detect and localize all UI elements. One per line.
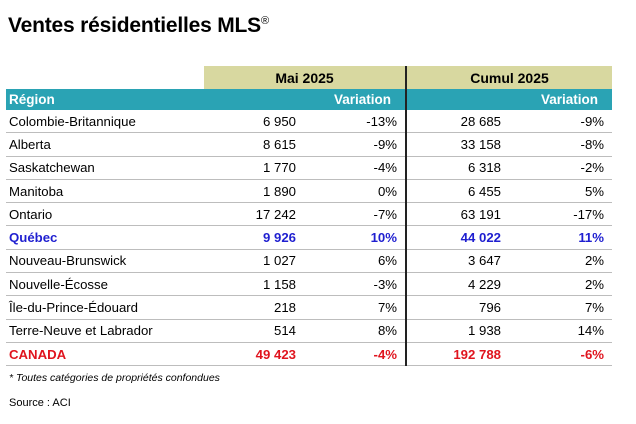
mai-variation-column-header: Variation	[304, 89, 407, 110]
region-cell: Nouveau-Brunswick	[6, 249, 204, 274]
mai-value-cell: 1 158	[204, 272, 304, 297]
cumul-value-cell: 63 191	[406, 202, 509, 227]
mai-variation-cell: -7%	[304, 202, 407, 227]
cumul-value-cell: 3 647	[406, 249, 509, 274]
cumul-value-cell: 1 938	[406, 319, 509, 343]
region-cell: Nouvelle-Écosse	[6, 272, 204, 297]
cumul-variation-cell: 5%	[509, 179, 612, 204]
table-row: Nouvelle-Écosse 1 158 -3% 4 229 2%	[6, 272, 612, 297]
cumul-variation-cell: -8%	[509, 132, 612, 157]
cumul-value-cell: 28 685	[406, 110, 509, 134]
cumul-value-cell: 4 229	[406, 272, 509, 297]
mai-variation-cell: -3%	[304, 272, 407, 297]
mai-variation-cell: 6%	[304, 249, 407, 274]
cumul-variation-cell: -2%	[509, 156, 612, 180]
mai-variation-cell: -4%	[304, 156, 407, 180]
cumul-value-cell: 44 022	[406, 225, 509, 250]
mai-value-cell: 1 027	[204, 249, 304, 274]
region-cell: Ontario	[6, 202, 204, 227]
period-header-blank	[6, 66, 204, 89]
cumul-value-cell: 6 318	[406, 156, 509, 180]
region-column-header: Région	[6, 89, 204, 110]
mai-value-cell: 17 242	[204, 202, 304, 227]
cumul-value-cell: 6 455	[406, 179, 509, 204]
mai-value-cell: 9 926	[204, 225, 304, 250]
mai-value-cell: 1 890	[204, 179, 304, 204]
mai-variation-cell: 7%	[304, 295, 407, 320]
mai-variation-cell: -4%	[304, 342, 407, 367]
cumul-value-cell: 33 158	[406, 132, 509, 157]
region-cell: Manitoba	[6, 179, 204, 204]
mai-value-cell: 1 770	[204, 156, 304, 180]
period-header-cumul: Cumul 2025	[406, 66, 612, 89]
cumul-variation-cell: 11%	[509, 225, 612, 250]
cumul-variation-cell: 2%	[509, 249, 612, 274]
chart-title: Ventes résidentielles MLS®	[8, 14, 269, 38]
period-header-row: Mai 2025 Cumul 2025	[6, 66, 612, 89]
footnote: * Toutes catégories de propriétés confon…	[9, 372, 220, 384]
table-row: CANADA 49 423 -4% 192 788 -6%	[6, 342, 612, 367]
chart-title-text: Ventes résidentielles MLS	[8, 14, 261, 37]
column-header-row: Région Variation Variation	[6, 89, 612, 110]
cumul-variation-cell: -6%	[509, 342, 612, 367]
region-cell: Colombie-Britannique	[6, 110, 204, 134]
period-header-mai: Mai 2025	[204, 66, 407, 89]
registered-mark: ®	[260, 15, 269, 27]
region-cell: Alberta	[6, 132, 204, 157]
cumul-variation-cell: -17%	[509, 202, 612, 227]
table-body: Colombie-Britannique 6 950 -13% 28 685 -9% Al…	[6, 110, 612, 367]
mai-value-cell: 8 615	[204, 132, 304, 157]
region-cell: CANADA	[6, 342, 204, 367]
table-row: Québec 9 926 10% 44 022 11%	[6, 225, 612, 250]
cumul-value-cell: 192 788	[406, 342, 509, 367]
mai-variation-cell: 10%	[304, 225, 407, 250]
cumul-variation-column-header: Variation	[509, 89, 612, 110]
mai-value-cell: 514	[204, 319, 304, 343]
mai-variation-cell: 8%	[304, 319, 407, 343]
region-cell: Saskatchewan	[6, 156, 204, 180]
sales-table: Mai 2025 Cumul 2025 Région Variation Var…	[6, 66, 612, 367]
region-cell: Québec	[6, 225, 204, 250]
table-row: Terre-Neuve et Labrador 514 8% 1 938 14%	[6, 319, 612, 343]
region-cell: Île-du-Prince-Édouard	[6, 295, 204, 320]
mai-value-cell: 6 950	[204, 110, 304, 134]
table-row: Manitoba 1 890 0% 6 455 5%	[6, 179, 612, 204]
mai-value-column-header	[204, 89, 304, 110]
mai-value-cell: 218	[204, 295, 304, 320]
cumul-value-cell: 796	[406, 295, 509, 320]
cumul-variation-cell: 2%	[509, 272, 612, 297]
table-row: Alberta 8 615 -9% 33 158 -8%	[6, 132, 612, 157]
mai-variation-cell: -9%	[304, 132, 407, 157]
mai-value-cell: 49 423	[204, 342, 304, 367]
region-cell: Terre-Neuve et Labrador	[6, 319, 204, 343]
cumul-variation-cell: 7%	[509, 295, 612, 320]
mai-variation-cell: 0%	[304, 179, 407, 204]
mai-variation-cell: -13%	[304, 110, 407, 134]
cumul-variation-cell: -9%	[509, 110, 612, 134]
table-row: Ontario 17 242 -7% 63 191 -17%	[6, 202, 612, 227]
table-row: Saskatchewan 1 770 -4% 6 318 -2%	[6, 156, 612, 180]
source-note: Source : ACI	[9, 397, 71, 409]
table-row: Colombie-Britannique 6 950 -13% 28 685 -9%	[6, 110, 612, 134]
table-row: Île-du-Prince-Édouard 218 7% 796 7%	[6, 295, 612, 320]
cumul-value-column-header	[406, 89, 509, 110]
cumul-variation-cell: 14%	[509, 319, 612, 343]
table-row: Nouveau-Brunswick 1 027 6% 3 647 2%	[6, 249, 612, 274]
